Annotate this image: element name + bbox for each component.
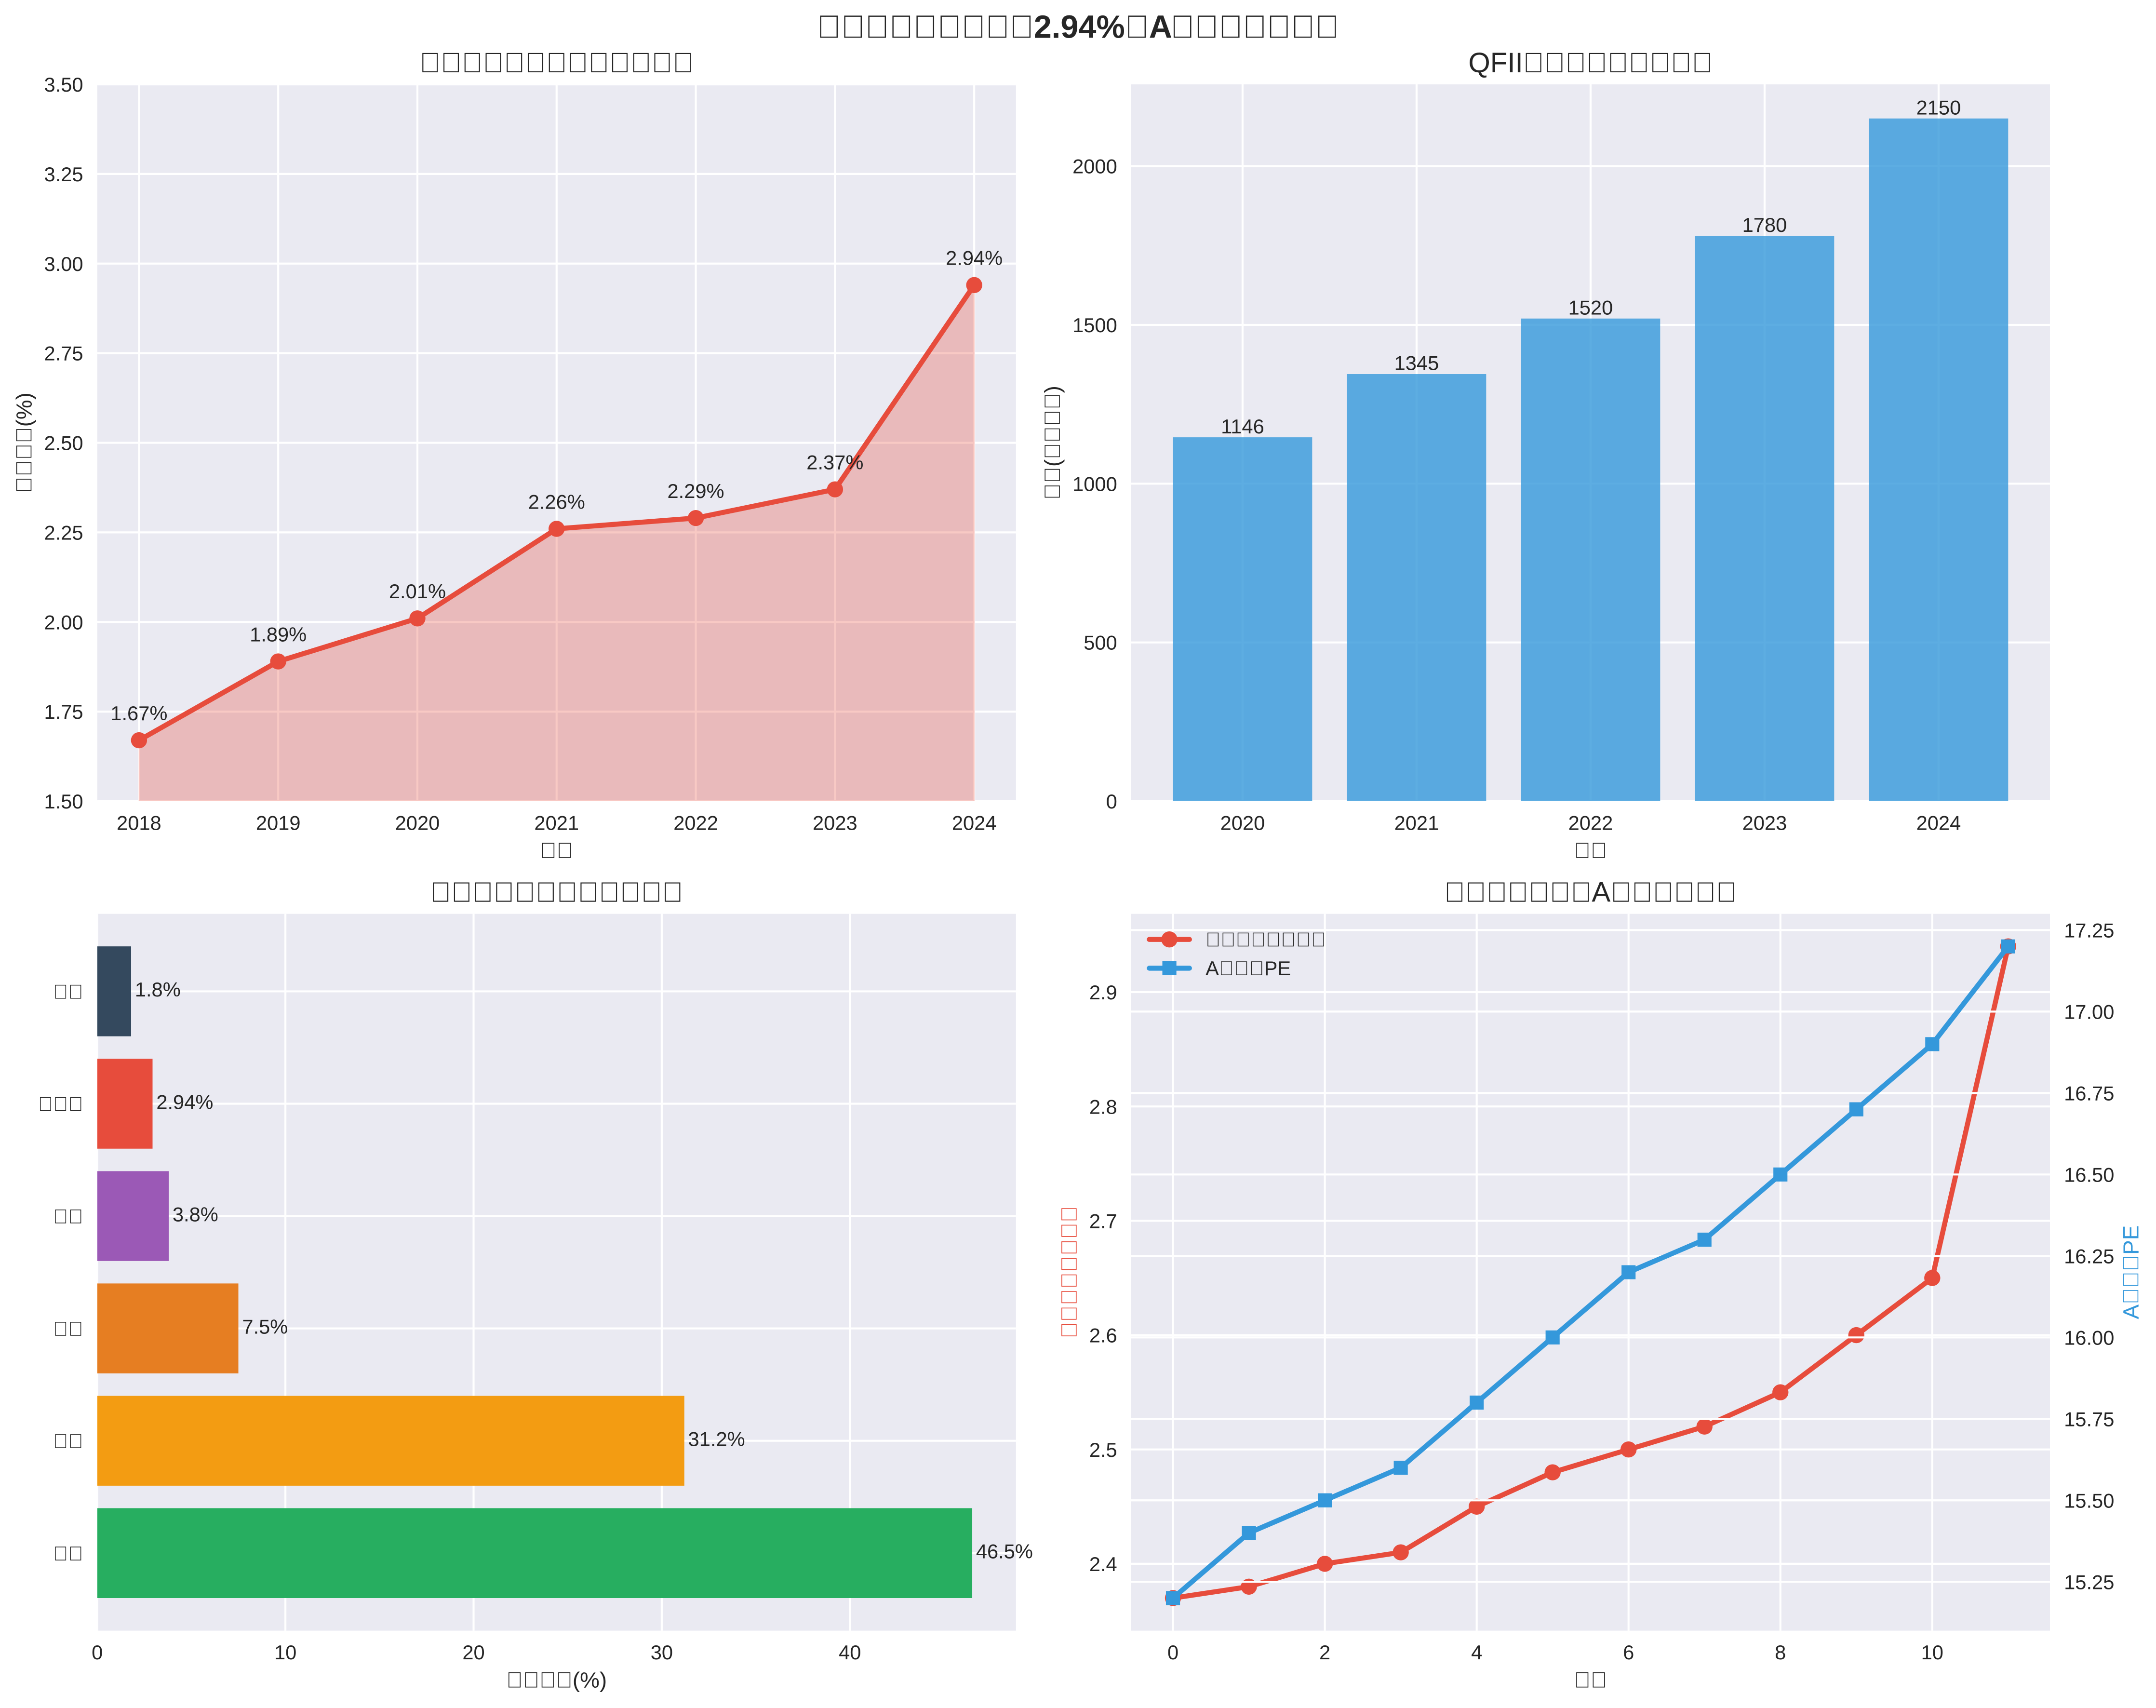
svg-text:2.50: 2.50 <box>44 432 83 455</box>
svg-text:16.50: 16.50 <box>2064 1163 2114 1186</box>
svg-text:2.7: 2.7 <box>1089 1210 1117 1232</box>
svg-text:17.25: 17.25 <box>2064 919 2114 941</box>
svg-text:0: 0 <box>1106 790 1117 813</box>
svg-text:2019: 2019 <box>256 811 301 834</box>
svg-text:2.9: 2.9 <box>1089 981 1117 1004</box>
svg-text:3.50: 3.50 <box>44 73 83 96</box>
svg-text:): ) <box>1040 386 1065 393</box>
svg-text:6: 6 <box>1623 1641 1634 1664</box>
svg-text:1146: 1146 <box>1221 415 1264 438</box>
svg-text:16.25: 16.25 <box>2064 1245 2114 1267</box>
svg-text:2.00: 2.00 <box>44 611 83 633</box>
svg-text:1520: 1520 <box>1568 296 1613 319</box>
svg-text:A: A <box>1149 9 1172 45</box>
svg-text:0: 0 <box>1167 1641 1178 1664</box>
svg-text:2022: 2022 <box>673 811 718 834</box>
svg-text:2021: 2021 <box>534 811 579 834</box>
svg-text:PE: PE <box>1264 957 1291 980</box>
svg-text:31.2%: 31.2% <box>688 1427 745 1450</box>
svg-text:2021: 2021 <box>1394 811 1439 834</box>
svg-text:4: 4 <box>1471 1641 1482 1664</box>
svg-text:7.5%: 7.5% <box>242 1315 288 1338</box>
svg-text:2018: 2018 <box>117 811 161 834</box>
svg-text:3.8%: 3.8% <box>173 1203 218 1225</box>
svg-text:2.5: 2.5 <box>1089 1439 1117 1461</box>
svg-text:2022: 2022 <box>1568 811 1613 834</box>
svg-text:40: 40 <box>839 1641 861 1664</box>
svg-text:2150: 2150 <box>1916 96 1961 119</box>
svg-text:PE: PE <box>2118 1225 2143 1255</box>
svg-text:1.67%: 1.67% <box>110 702 167 725</box>
svg-text:46.5%: 46.5% <box>976 1540 1033 1563</box>
svg-text:2.94%: 2.94% <box>156 1090 213 1113</box>
svg-text:2.94%: 2.94% <box>946 247 1003 269</box>
svg-text:2.75: 2.75 <box>44 342 83 365</box>
svg-text:1500: 1500 <box>1072 314 1117 336</box>
svg-text:20: 20 <box>462 1641 484 1664</box>
svg-text:2020: 2020 <box>395 811 440 834</box>
svg-text:2024: 2024 <box>952 811 997 834</box>
svg-text:1.8%: 1.8% <box>135 978 181 1001</box>
svg-text:1.89%: 1.89% <box>250 623 307 646</box>
svg-text:17.00: 17.00 <box>2064 1000 2114 1023</box>
svg-text:10: 10 <box>1921 1641 1943 1664</box>
svg-text:2000: 2000 <box>1072 155 1117 178</box>
svg-text:16.75: 16.75 <box>2064 1082 2114 1104</box>
svg-text:3.25: 3.25 <box>44 163 83 186</box>
svg-text:2.4: 2.4 <box>1089 1553 1117 1575</box>
svg-text:15.25: 15.25 <box>2064 1571 2114 1593</box>
svg-text:A: A <box>1592 877 1610 908</box>
svg-text:2.26%: 2.26% <box>528 490 585 513</box>
svg-text:A: A <box>2118 1305 2143 1319</box>
svg-text:2: 2 <box>1319 1641 1330 1664</box>
svg-text:2.8: 2.8 <box>1089 1095 1117 1118</box>
svg-text:1.50: 1.50 <box>44 790 83 813</box>
svg-text:0: 0 <box>92 1641 103 1664</box>
svg-text:15.75: 15.75 <box>2064 1408 2114 1430</box>
svg-text:2023: 2023 <box>1742 811 1787 834</box>
svg-text:(%): (%) <box>573 1668 607 1692</box>
svg-text:1000: 1000 <box>1072 472 1117 495</box>
svg-text:16.00: 16.00 <box>2064 1326 2114 1349</box>
svg-text:2023: 2023 <box>813 811 857 834</box>
svg-text:10: 10 <box>274 1641 296 1664</box>
svg-text:1780: 1780 <box>1742 214 1787 236</box>
svg-text:2.94%: 2.94% <box>1034 9 1125 45</box>
svg-text:2.37%: 2.37% <box>806 451 863 473</box>
svg-text:QFII: QFII <box>1468 47 1523 79</box>
svg-text:2024: 2024 <box>1916 811 1961 834</box>
svg-text:2.29%: 2.29% <box>667 480 724 502</box>
svg-text:500: 500 <box>1084 632 1117 654</box>
svg-text:A: A <box>1205 957 1219 980</box>
svg-text:(%): (%) <box>12 392 36 427</box>
svg-text:2.01%: 2.01% <box>389 580 446 603</box>
svg-text:1345: 1345 <box>1394 352 1439 375</box>
svg-text:30: 30 <box>651 1641 673 1664</box>
svg-text:3.00: 3.00 <box>44 253 83 275</box>
svg-text:2020: 2020 <box>1220 811 1265 834</box>
svg-text:2.25: 2.25 <box>44 521 83 544</box>
svg-text:8: 8 <box>1775 1641 1786 1664</box>
svg-text:15.50: 15.50 <box>2064 1489 2114 1512</box>
svg-text:(: ( <box>1040 459 1065 467</box>
svg-text:1.75: 1.75 <box>44 700 83 723</box>
svg-text:2.6: 2.6 <box>1089 1324 1117 1347</box>
